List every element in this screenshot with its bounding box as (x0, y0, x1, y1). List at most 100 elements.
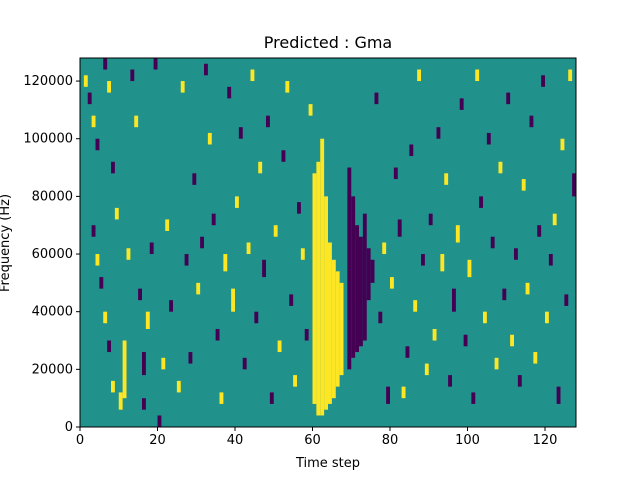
heatmap-cell (405, 346, 410, 358)
heatmap-cell (479, 196, 483, 208)
heatmap-cell (517, 375, 522, 387)
heatmap-cell (161, 357, 166, 370)
heatmap-cell (176, 380, 181, 393)
heatmap-cell (444, 173, 449, 185)
heatmap-cell (273, 225, 278, 237)
heatmap-cell (196, 282, 201, 295)
y-axis: 0 20000 40000 60000 80000 100000 120000 (23, 74, 80, 435)
heatmap-cell (277, 340, 282, 353)
heatmap-cell (452, 288, 456, 312)
heatmap-cell (328, 242, 332, 404)
heatmap-cell (564, 294, 569, 306)
heatmap-cell (355, 225, 359, 353)
heatmap-cell (347, 167, 352, 370)
heatmap-cell (471, 392, 476, 404)
heatmap-cell (359, 236, 363, 347)
heatmap-cell (510, 334, 514, 347)
heatmap-cell (483, 311, 487, 324)
x-tick-label: 80 (382, 433, 399, 448)
heatmap-cell (238, 127, 243, 139)
heatmap-cell (107, 340, 111, 353)
heatmap-cell (382, 242, 387, 255)
heatmap-cell (366, 248, 371, 301)
heatmap-cell (204, 63, 208, 76)
y-tick-label: 60000 (32, 247, 73, 262)
heatmap-cell (266, 115, 270, 128)
x-tick-label: 0 (76, 433, 84, 448)
heatmap-cell (134, 115, 139, 128)
heatmap-cell (281, 150, 286, 162)
heatmap-cell (180, 81, 185, 93)
heatmap-cell (114, 207, 119, 220)
heatmap-cell (304, 328, 309, 341)
heatmap-cell (417, 69, 421, 82)
heatmap-cell (200, 236, 204, 249)
heatmap-cell (145, 311, 150, 329)
chart-title: Predicted : Gma (264, 33, 392, 52)
heatmap-cell (308, 104, 313, 116)
heatmap-cell (138, 288, 142, 301)
heatmap-cell (448, 375, 452, 387)
heatmap-cell (556, 386, 561, 404)
heatmap-cell (428, 213, 433, 226)
y-tick-label: 100000 (23, 132, 73, 147)
heatmap-cell (490, 236, 495, 249)
heatmap-cell (494, 357, 499, 370)
heatmap-cell (525, 282, 530, 295)
heatmap-cell (529, 115, 534, 128)
heatmap-cell (362, 213, 367, 341)
heatmap-cell (99, 277, 104, 289)
heatmap-cell (390, 277, 394, 289)
heatmap-cell (374, 92, 379, 105)
heatmap-cell (331, 259, 336, 399)
heatmap-cell (169, 300, 173, 312)
x-tick-label: 20 (149, 433, 166, 448)
heatmap-cell (219, 392, 224, 404)
heatmap-cell (184, 254, 189, 266)
heatmap-cell (242, 357, 247, 370)
heatmap-cell (87, 92, 92, 105)
heatmap-cell (289, 294, 294, 306)
heatmap-cell (83, 75, 88, 87)
heatmap-cell (235, 196, 239, 208)
x-tick-label: 100 (455, 433, 480, 448)
heatmap-cell (211, 213, 216, 226)
heatmap-cell (188, 352, 193, 364)
heatmap-cell (149, 242, 154, 255)
heatmap-cell (293, 375, 297, 387)
heatmap-cell (413, 300, 418, 312)
heatmap-cell (111, 161, 115, 174)
heatmap-cell (111, 380, 115, 393)
heatmap-cell (103, 311, 108, 324)
heatmap-cell (401, 386, 406, 399)
heatmap-cell (541, 75, 545, 87)
heatmap-cell (455, 225, 460, 243)
heatmap-cell (552, 213, 557, 226)
x-axis-title: Time step (295, 456, 360, 471)
heatmap-cell (378, 311, 383, 324)
heatmap-cell (467, 259, 472, 278)
heatmap-cell (537, 225, 542, 237)
x-tick-label: 40 (227, 433, 244, 448)
heatmap-cell (297, 202, 301, 214)
heatmap-cell (339, 282, 344, 376)
y-tick-label: 80000 (32, 189, 73, 204)
heatmap-cell (227, 86, 232, 99)
heatmap-cell (142, 352, 146, 376)
heatmap-cell (335, 271, 340, 387)
heatmap-cell (91, 115, 96, 128)
heatmap-cell (165, 219, 170, 231)
heatmap-cell (548, 254, 553, 266)
heatmap-cell (269, 392, 274, 404)
heatmap-cell (107, 81, 111, 93)
heatmap-cell (223, 254, 228, 272)
plot-frame (79, 57, 577, 428)
heatmap-cell (432, 328, 437, 341)
heatmap-cell (568, 69, 573, 82)
heatmap-cell (463, 334, 468, 347)
heatmap-cell (262, 259, 266, 278)
heatmap-cell (103, 58, 108, 70)
heatmap-cell (142, 398, 146, 410)
heatmap-cell (312, 173, 317, 404)
